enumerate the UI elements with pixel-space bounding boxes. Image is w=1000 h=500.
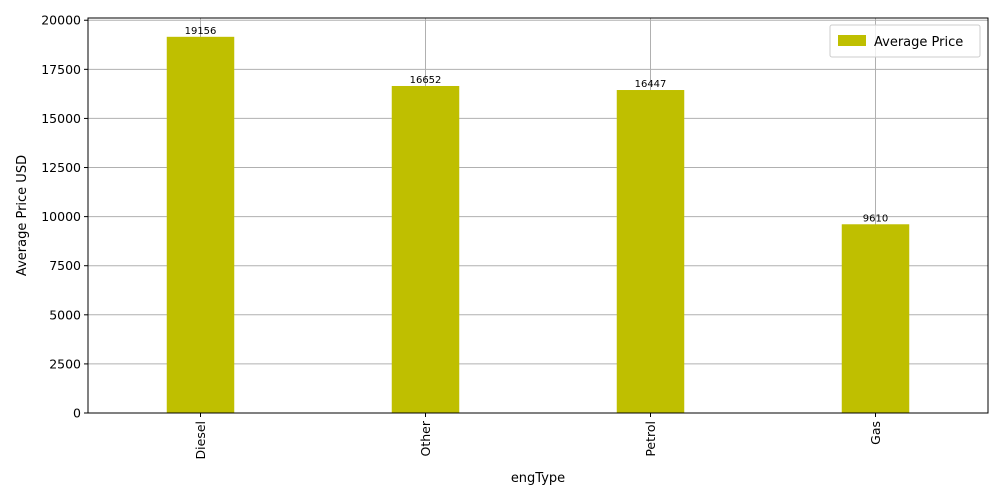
- data-label: 16652: [410, 75, 442, 86]
- x-tick-label: Petrol: [643, 421, 658, 457]
- data-label: 9610: [863, 213, 888, 224]
- y-tick-label: 5000: [49, 307, 81, 322]
- y-tick-label: 0: [73, 406, 81, 421]
- y-tick-label: 15000: [41, 111, 81, 126]
- x-tick-label: Other: [418, 420, 433, 456]
- x-axis-ticks: Diesel Other Petrol Gas: [193, 413, 883, 459]
- bars: [166, 36, 910, 414]
- legend-frame: [829, 24, 981, 58]
- x-tick-label: Diesel: [193, 421, 208, 459]
- y-tick-label: 20000: [41, 13, 81, 28]
- bar: [841, 224, 910, 413]
- plot-frame: [87, 17, 989, 414]
- x-axis-title: engType: [511, 471, 565, 486]
- y-tick-label: 17500: [41, 62, 81, 77]
- y-tick-label: 2500: [49, 356, 81, 371]
- data-labels: 19156 16652 16447 9610: [185, 26, 889, 224]
- bar: [616, 90, 685, 413]
- y-axis-title: Average Price USD: [15, 155, 30, 276]
- data-label: 19156: [185, 26, 217, 37]
- bar: [391, 85, 460, 414]
- y-axis-ticks: 0 2500 5000 7500 10000 12500 15000 17500 20000: [41, 13, 88, 421]
- y-tick-label: 10000: [41, 209, 81, 224]
- legend-swatch: [838, 35, 866, 46]
- legend-label: Average Price: [874, 35, 963, 50]
- data-label: 16447: [635, 79, 667, 90]
- legend: Average Price: [829, 24, 981, 58]
- bar: [166, 36, 235, 413]
- y-tick-label: 12500: [41, 160, 81, 175]
- y-tick-label: 7500: [49, 258, 81, 273]
- x-tick-label: Gas: [868, 421, 883, 445]
